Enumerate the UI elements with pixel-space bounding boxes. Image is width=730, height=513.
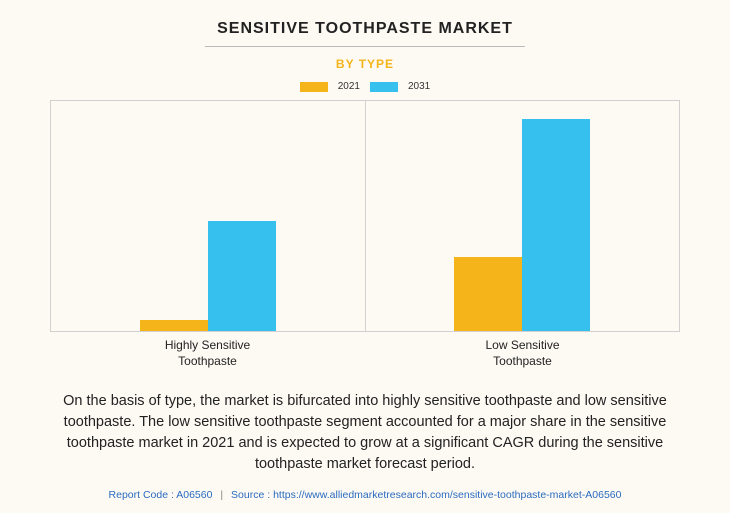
source-label: Source : (231, 489, 273, 501)
legend: 2021 2031 (30, 81, 700, 92)
title-underline (205, 46, 525, 47)
bar-1-2031 (522, 119, 590, 331)
legend-swatch-2031 (370, 82, 398, 92)
bar-0-2021 (140, 320, 208, 332)
legend-swatch-2021 (300, 82, 328, 92)
x-label-0: Highly Sensitive Toothpaste (50, 338, 365, 369)
x-axis-labels: Highly Sensitive Toothpaste Low Sensitiv… (50, 338, 680, 369)
footer: Report Code : A06560 | Source : https://… (30, 489, 700, 501)
page-title: SENSITIVE TOOTHPASTE MARKET (30, 20, 700, 38)
chart-area (51, 101, 679, 331)
legend-label-2021: 2021 (338, 81, 360, 92)
x-label-1: Low Sensitive Toothpaste (365, 338, 680, 369)
bar-group-1 (366, 101, 680, 331)
bar-0-2031 (208, 221, 276, 331)
description-text: On the basis of type, the market is bifu… (40, 391, 690, 475)
bar-1-2021 (454, 257, 522, 331)
footer-separator: | (220, 489, 223, 501)
subtitle: BY TYPE (30, 57, 700, 71)
report-code: A06560 (176, 489, 212, 501)
bar-group-0 (51, 101, 366, 331)
legend-label-2031: 2031 (408, 81, 430, 92)
report-code-label: Report Code : (109, 489, 177, 501)
chart-container (50, 100, 680, 332)
source-url: https://www.alliedmarketresearch.com/sen… (273, 489, 621, 501)
